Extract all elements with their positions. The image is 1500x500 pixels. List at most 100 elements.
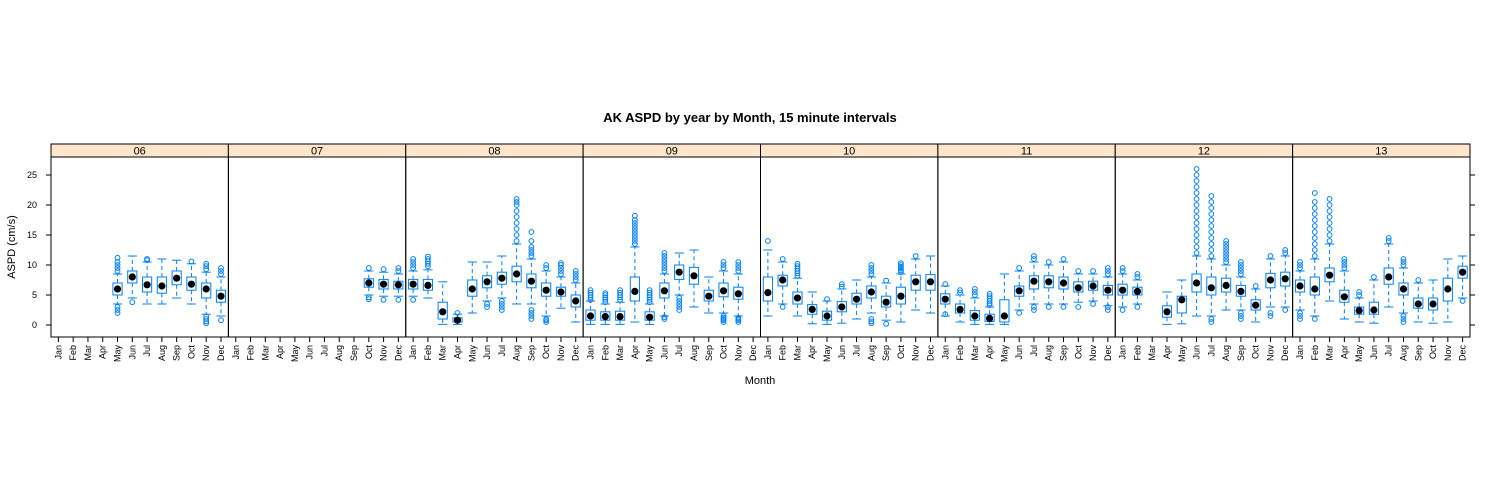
- outlier-point: [957, 287, 963, 294]
- outlier-point: [114, 268, 121, 274]
- outlier-point: [971, 289, 978, 295]
- outlier-point: [661, 268, 668, 274]
- outlier-point: [1208, 217, 1215, 223]
- x-tick-label: Jan: [1118, 345, 1128, 360]
- median-dot: [409, 280, 417, 288]
- iqr-box: [201, 282, 212, 299]
- outlier-point: [720, 265, 727, 271]
- y-tick-label: 15: [27, 230, 37, 240]
- x-tick-label: Aug: [157, 345, 167, 361]
- x-tick-label: Oct: [896, 345, 906, 360]
- median-dot: [1207, 284, 1215, 292]
- median-dot: [1074, 284, 1082, 292]
- iqr-box: [511, 265, 522, 283]
- panel-frame: [1114, 156, 1294, 338]
- outlier-point: [410, 262, 417, 268]
- outlier-point: [1297, 265, 1303, 271]
- median-dot: [542, 286, 550, 294]
- outlier-point: [1193, 190, 1200, 196]
- outlier-point: [218, 265, 224, 271]
- box-06-Jul: [141, 256, 153, 305]
- box-09-Feb: [600, 290, 611, 325]
- outlier-point: [395, 265, 402, 271]
- box-10-Oct: [895, 260, 907, 323]
- outlier-point: [971, 292, 978, 298]
- median-dot: [882, 298, 890, 306]
- box-13-Jul: [1383, 235, 1394, 308]
- outlier-point: [528, 313, 535, 319]
- outlier-point: [898, 265, 904, 272]
- median-dot: [808, 305, 816, 313]
- outlier-point: [587, 287, 594, 294]
- x-tick-label: Nov: [556, 345, 566, 362]
- median-dot: [838, 303, 846, 311]
- box-09-Aug: [688, 249, 700, 308]
- outlier-point: [1193, 208, 1200, 214]
- y-tick-label: 0: [32, 320, 37, 330]
- x-tick-label: Apr: [1162, 345, 1172, 359]
- panel-06: 06 Jan Feb Mar Apr May Jun Jul Aug Sep Oct Nov Dec: [50, 143, 229, 362]
- median-dot: [1429, 300, 1437, 308]
- iqr-box: [437, 301, 448, 320]
- x-tick-label: Apr: [98, 345, 108, 359]
- median-dot: [1252, 301, 1260, 309]
- outlier-point: [1311, 217, 1318, 223]
- outlier-point: [1193, 214, 1200, 220]
- outlier-point: [1341, 256, 1348, 262]
- iqr-box: [112, 282, 123, 296]
- iqr-box: [1280, 271, 1291, 287]
- outlier-point: [513, 202, 520, 208]
- x-tick-label: Dec: [1103, 345, 1113, 362]
- median-dot: [158, 282, 166, 290]
- iqr-box: [821, 310, 833, 321]
- outlier-point: [365, 294, 372, 301]
- median-dot: [1459, 268, 1467, 276]
- box-10-Apr: [807, 291, 818, 325]
- outlier-point: [1237, 265, 1244, 271]
- outlier-point: [1223, 250, 1230, 256]
- iqr-box: [408, 278, 419, 290]
- outlier-point: [720, 313, 727, 319]
- iqr-box: [940, 293, 951, 305]
- median-dot: [1133, 287, 1142, 295]
- outlier-point: [587, 289, 594, 296]
- y-tick-label: 5: [32, 290, 37, 300]
- outlier-point: [676, 295, 683, 301]
- outlier-point: [114, 259, 121, 265]
- outlier-point: [1297, 259, 1303, 265]
- iqr-box: [1058, 276, 1069, 290]
- box-06-Dec: [215, 265, 227, 324]
- outlier-point: [558, 268, 564, 274]
- x-tick-label: Oct: [1428, 345, 1438, 360]
- outlier-point: [380, 296, 387, 303]
- x-tick-label: May: [1354, 345, 1364, 363]
- outlier-point: [410, 296, 417, 303]
- outlier-point: [1208, 241, 1215, 247]
- median-dot: [1059, 279, 1068, 287]
- outlier-point: [1193, 166, 1200, 172]
- median-dot: [1045, 278, 1053, 286]
- iqr-box: [1102, 284, 1113, 296]
- median-dot: [424, 281, 432, 289]
- outlier-point: [676, 304, 683, 310]
- iqr-box: [925, 274, 936, 291]
- median-dot: [527, 277, 535, 285]
- median-dot: [202, 285, 210, 293]
- box-13-Oct: [1427, 279, 1439, 324]
- outlier-point: [779, 256, 786, 262]
- box-13-Feb: [1309, 190, 1320, 322]
- outlier-point: [1104, 271, 1111, 277]
- outlier-point: [1311, 235, 1318, 241]
- iqr-box: [156, 276, 167, 294]
- x-tick-label: May: [467, 345, 477, 363]
- outlier-point: [676, 307, 683, 313]
- outlier-point: [1311, 211, 1318, 217]
- outlier-point: [1400, 256, 1407, 262]
- outlier-point: [1297, 310, 1303, 316]
- outlier-point: [1400, 316, 1407, 322]
- x-tick-label: Feb: [1132, 345, 1142, 361]
- x-tick-label: Feb: [955, 345, 965, 361]
- outlier-point: [1400, 259, 1407, 265]
- median-dot: [601, 313, 609, 321]
- x-tick-label: Jul: [852, 345, 862, 357]
